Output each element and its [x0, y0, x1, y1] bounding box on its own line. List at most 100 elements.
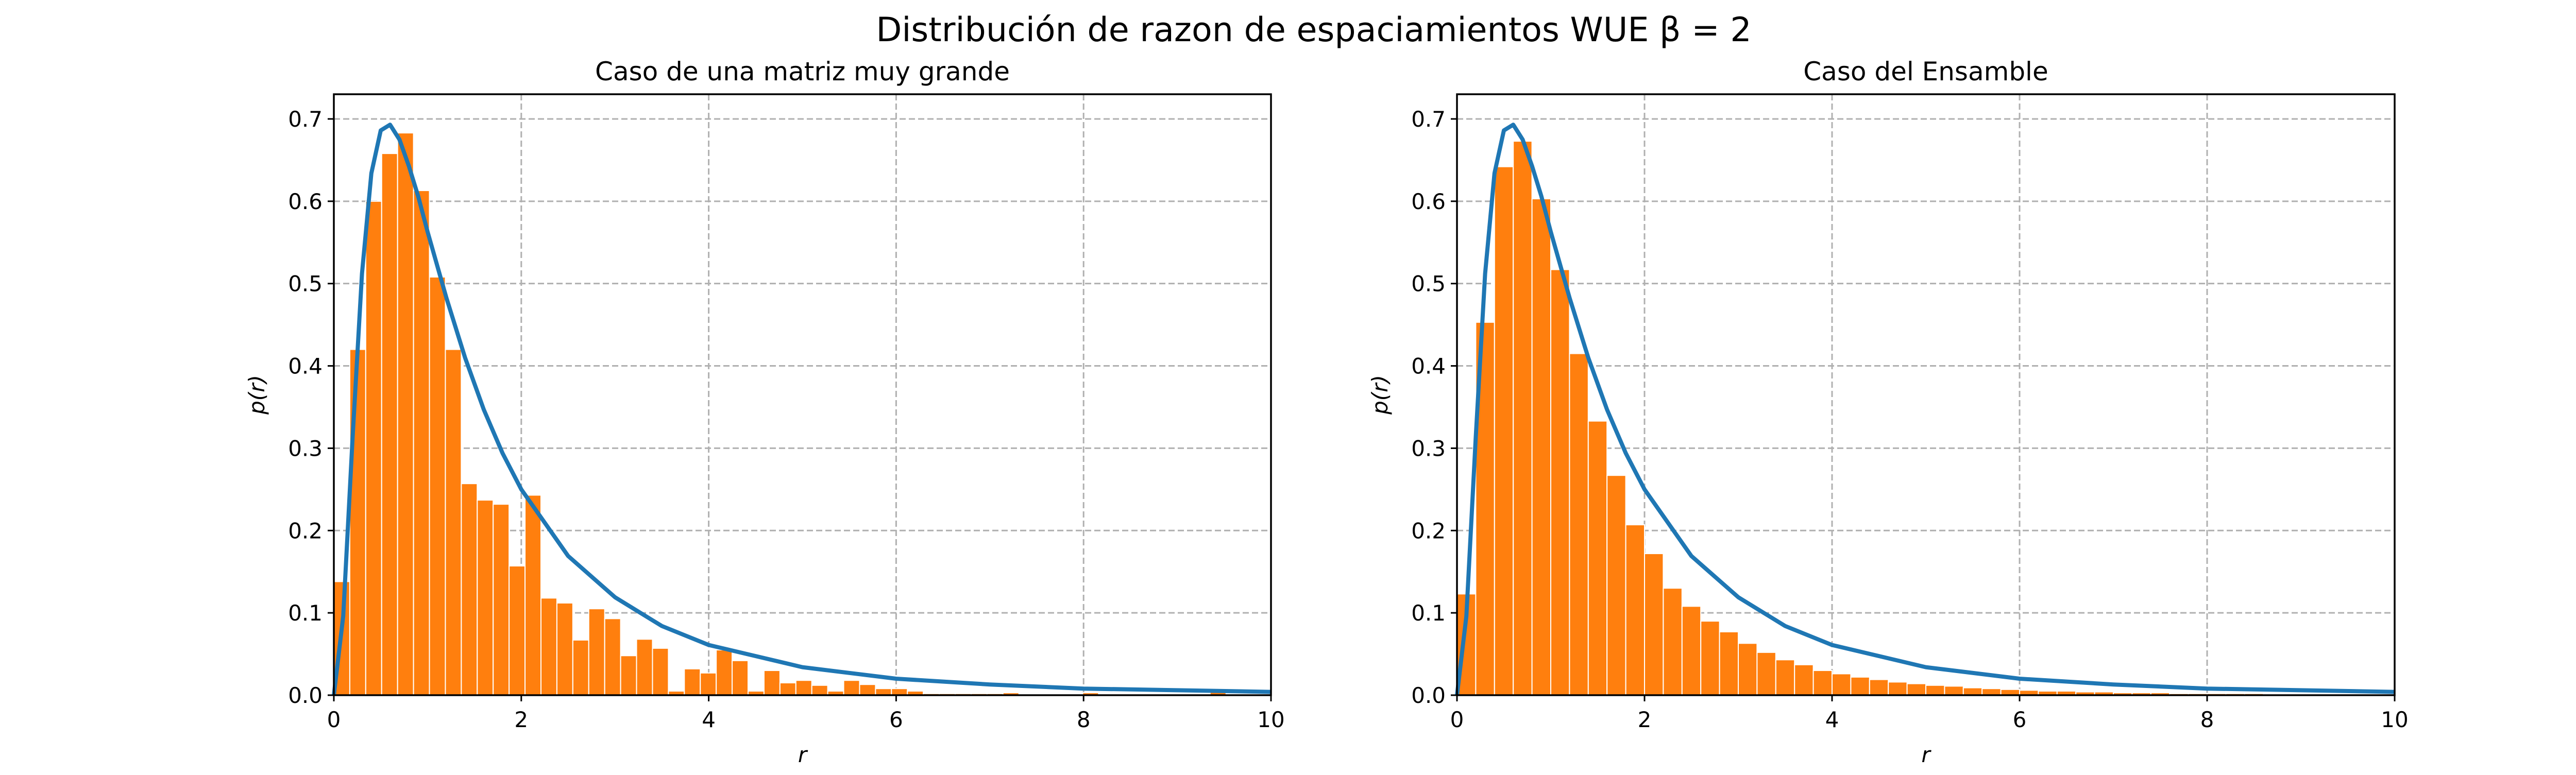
chart-1-xtick-label: 10	[1257, 707, 1284, 732]
chart-1-bar	[891, 688, 908, 696]
chart-1-ylabel: p(r)	[244, 375, 269, 415]
chart-2-bar	[1719, 631, 1739, 696]
chart-2-bar	[1925, 684, 1945, 696]
chart-1-bar	[684, 668, 701, 696]
subplot-right: 0 2 4 6 8 10 0.0 0.1 0.2 0.3 0.4 0.5 0.6 0.7 Caso del …	[1367, 57, 2409, 767]
chart-1-bar	[445, 349, 462, 696]
chart-1-bar	[413, 190, 430, 696]
chart-2-ytick-label: 0.4	[1411, 354, 1446, 379]
chart-2-bar	[1681, 606, 1702, 696]
chart-1-bar	[700, 672, 717, 696]
chart-2-bar	[1794, 664, 1814, 696]
chart-1-xtick-label: 2	[514, 707, 528, 732]
chart-1-bar	[524, 494, 541, 696]
chart-1-curve	[332, 123, 1272, 696]
chart-1-bar	[572, 639, 589, 696]
chart-1-bar	[588, 608, 605, 696]
chart-1-bar	[365, 200, 382, 696]
chart-1-ytick-label: 0.7	[288, 107, 323, 132]
chart-1-bar	[540, 597, 557, 696]
chart-2-bar	[1606, 475, 1626, 696]
chart-1-bar	[556, 602, 573, 696]
chart-1-title: Caso de una matriz muy grande	[595, 57, 1010, 87]
chart-2-bar	[1962, 687, 1983, 696]
chart-2-bar	[1850, 676, 1870, 696]
chart-1-ytick-label: 0.3	[288, 436, 323, 461]
chart-2-bar	[1569, 353, 1589, 696]
chart-1-bar	[811, 684, 828, 696]
chart-2-ytick-label: 0.7	[1411, 107, 1446, 132]
chart-2-bar	[1513, 141, 1533, 696]
chart-2-bar	[1944, 685, 1964, 696]
chart-1-bar	[843, 680, 860, 696]
chart-1-bar	[636, 639, 653, 696]
chart-2-bar	[1812, 670, 1833, 696]
chart-2-title: Caso del Ensamble	[1803, 57, 2048, 87]
chart-1-bar	[795, 680, 812, 696]
chart-2-bar	[1531, 198, 1552, 696]
chart-2-xtick-label: 0	[1450, 707, 1464, 732]
chart-2-bar	[1888, 681, 1908, 696]
chart-2-ytick-label: 0.5	[1411, 271, 1446, 297]
chart-2-bar	[1832, 673, 1852, 696]
subplot-left: 0 2 4 6 8 10 0.0 0.1 0.2 0.3 0.4 0.5 0.6 0.7 Caso de u…	[244, 57, 1285, 767]
chart-1-bar	[381, 153, 398, 696]
chart-1-bar	[429, 276, 446, 696]
chart-2-bar	[1906, 683, 1927, 696]
chart-2-ytick-label: 0.2	[1411, 518, 1446, 543]
chart-2-curve	[1455, 123, 2395, 696]
chart-2-ytick-label: 0.6	[1411, 189, 1446, 214]
chart-2-xlabel: r	[1921, 742, 1931, 767]
chart-1-bar	[397, 132, 414, 696]
chart-1-bar	[652, 647, 669, 696]
chart-2-xtick-label: 2	[1638, 707, 1652, 732]
chart-1-ytick-label: 0.0	[288, 683, 323, 708]
chart-2-bar	[1775, 659, 1795, 696]
chart-1-bar	[779, 682, 796, 696]
chart-1-bar	[477, 500, 494, 696]
chart-1-xlabel: r	[798, 742, 808, 767]
chart-2-ytick-label: 0.3	[1411, 436, 1446, 461]
chart-1-bar	[604, 618, 621, 696]
chart-2-bar	[1756, 651, 1776, 696]
chart-2-bar	[1738, 643, 1758, 696]
chart-1-xtick-label: 0	[327, 707, 341, 732]
chart-1-frame	[333, 93, 1272, 696]
chart-2-bar	[1644, 553, 1664, 696]
chart-2-ylabel: p(r)	[1367, 375, 1393, 415]
chart-2-bar	[1625, 524, 1646, 696]
chart-1-bar	[859, 684, 876, 696]
chart-2-xtick-label: 4	[1825, 707, 1839, 732]
chart-1-ytick-label: 0.2	[288, 518, 323, 543]
chart-2-frame	[1456, 93, 2396, 696]
chart-2-ytick-label: 0.0	[1411, 683, 1446, 708]
chart-2-bar	[1700, 621, 1720, 696]
chart-1-bar	[763, 670, 781, 696]
chart-1-xtick-label: 6	[889, 707, 903, 732]
chart-2-bar	[1587, 420, 1608, 696]
chart-1-bar	[349, 349, 366, 696]
chart-2-xtick-label: 6	[2013, 707, 2027, 732]
chart-1-ytick-label: 0.6	[288, 189, 323, 214]
chart-2-bar	[1494, 166, 1514, 696]
chart-2-bar	[1550, 269, 1570, 696]
chart-2-bar	[1981, 688, 2002, 696]
chart-1-bar	[493, 504, 510, 696]
chart-1-ytick-label: 0.4	[288, 354, 323, 379]
chart-2-bar	[1869, 679, 1889, 696]
chart-1-xtick-label: 4	[702, 707, 716, 732]
chart-2-xtick-label: 10	[2381, 707, 2408, 732]
chart-1-bar	[732, 660, 749, 696]
chart-1-bar	[620, 655, 637, 696]
figure-title: Distribución de razon de espaciamientos …	[876, 11, 1751, 49]
chart-1-bar	[875, 688, 892, 696]
chart-2-bar	[1663, 588, 1683, 696]
chart-1-bar	[509, 565, 526, 696]
chart-2-xtick-label: 8	[2200, 707, 2214, 732]
chart-1-xtick-label: 8	[1077, 707, 1091, 732]
chart-1-bar	[716, 649, 733, 696]
chart-1-ytick-label: 0.5	[288, 271, 323, 297]
chart-2-ytick-label: 0.1	[1411, 600, 1446, 626]
